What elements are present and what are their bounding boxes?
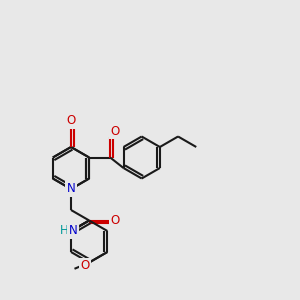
Text: O: O: [111, 214, 120, 227]
Text: O: O: [81, 259, 90, 272]
Text: O: O: [66, 115, 76, 128]
Text: N: N: [67, 182, 75, 196]
Text: H: H: [60, 224, 68, 238]
Text: N: N: [69, 224, 77, 238]
Text: O: O: [111, 125, 120, 138]
